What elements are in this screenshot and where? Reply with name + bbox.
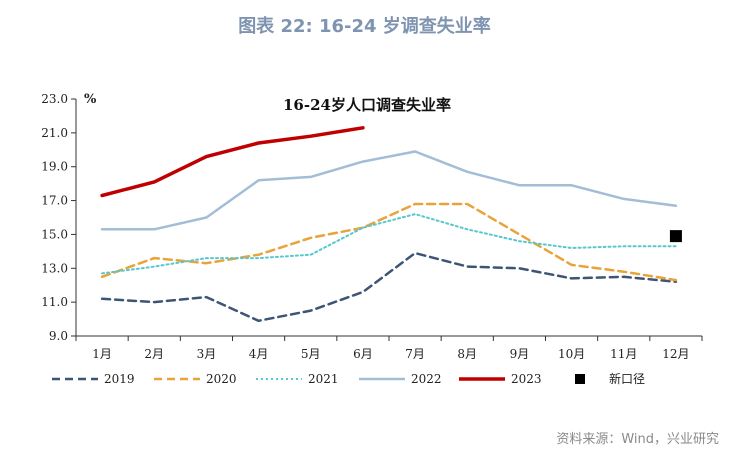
series-line-2022 xyxy=(100,150,678,231)
x-tick-label: 6月 xyxy=(353,347,373,361)
legend-label-2019: 2019 xyxy=(104,372,135,386)
y-tick-label: 11.0 xyxy=(41,295,68,309)
chart-title: 16-24岁人口调查失业率 xyxy=(283,96,451,114)
legend-label-2023: 2023 xyxy=(511,372,542,386)
series-line-2019 xyxy=(100,251,678,323)
series-line-2020 xyxy=(100,202,678,282)
x-tick-label: 7月 xyxy=(405,347,425,361)
x-tick-label: 1月 xyxy=(92,347,112,361)
x-tick-label: 9月 xyxy=(510,347,530,361)
x-tick-label: 11月 xyxy=(610,347,637,361)
x-tick-label: 5月 xyxy=(301,347,321,361)
x-tick-label: 4月 xyxy=(249,347,269,361)
line-chart: 16-24岁人口调查失业率 % 23.0 21.0 19.0 17.0 15.0 13.0… xyxy=(41,92,703,386)
legend-label-2021: 2021 xyxy=(308,372,339,386)
y-tick-label: 23.0 xyxy=(41,92,68,106)
series-layer xyxy=(100,126,682,323)
x-tick-label: 10月 xyxy=(558,347,585,361)
y-tick-label: 13.0 xyxy=(41,261,68,275)
y-tick-label: 21.0 xyxy=(41,126,68,140)
y-axis-unit: % xyxy=(84,92,97,107)
legend: 2019 2020 2021 2022 2023 新口径 xyxy=(52,371,645,386)
x-tick-label: 12月 xyxy=(662,347,689,361)
x-tick-label: 8月 xyxy=(457,347,477,361)
axes: 23.0 21.0 19.0 17.0 15.0 13.0 11.0 9.0 1月 2月 3月 4月 5… xyxy=(41,92,703,361)
y-tick-label: 17.0 xyxy=(41,194,68,208)
legend-swatch-新口径 xyxy=(575,374,585,384)
x-tick-label: 2月 xyxy=(144,347,164,361)
figure-title: 图表 22: 16-24 岁调查失业率 xyxy=(238,16,491,37)
series-marker-新口径 xyxy=(669,230,682,243)
y-tick-label: 9.0 xyxy=(49,329,68,343)
source-note: 资料来源：Wind，兴业研究 xyxy=(556,432,719,447)
legend-label-新口径: 新口径 xyxy=(609,371,645,386)
y-tick-label: 19.0 xyxy=(41,160,68,174)
legend-label-2022: 2022 xyxy=(411,372,442,386)
y-tick-label: 15.0 xyxy=(41,227,68,241)
x-tick-label: 3月 xyxy=(197,347,217,361)
series-line-2021 xyxy=(101,213,677,275)
legend-label-2020: 2020 xyxy=(206,372,237,386)
series-line-2023 xyxy=(100,126,365,198)
